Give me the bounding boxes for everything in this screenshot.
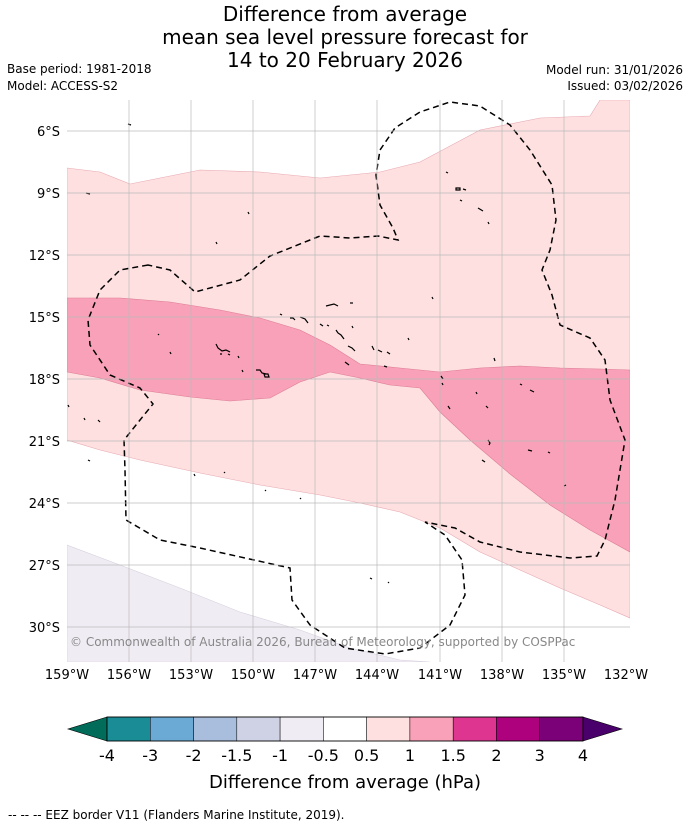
islands xyxy=(67,123,567,584)
eez-legend: -- -- -- EEZ border V11 (Flanders Marine… xyxy=(8,808,345,822)
colorbar-box xyxy=(323,716,367,742)
title-line-1: Difference from average xyxy=(222,2,468,26)
lon-label: 132°W xyxy=(604,668,648,683)
colorbar-high-extend xyxy=(582,716,624,742)
anomaly-band-neg0p5 xyxy=(67,544,431,662)
lat-label: 18°S xyxy=(29,373,60,388)
colorbar-tick-label: -2 xyxy=(186,746,202,765)
lat-label: 27°S xyxy=(29,559,60,574)
eez-border xyxy=(87,101,626,655)
colorbar-ticks: -4 -3 -2 -1.5 -1 -0.5 0.5 1 1.5 2 3 4 xyxy=(99,746,588,765)
colorbar-box xyxy=(236,716,281,742)
lat-label: 24°S xyxy=(29,497,60,512)
colorbar-box xyxy=(279,716,324,742)
lon-label: 147°W xyxy=(293,668,337,683)
colorbar-low-extend xyxy=(66,716,108,742)
colorbar-tick-label: -4 xyxy=(99,746,115,765)
title-line-2: mean sea level pressure forecast for xyxy=(162,25,528,49)
lat-label: 30°S xyxy=(29,621,60,636)
title-line-3: 14 to 20 February 2026 xyxy=(227,48,463,72)
lon-label: 159°W xyxy=(45,668,89,683)
anomaly-band-1-1p5 xyxy=(67,297,630,553)
issued-date: Issued: 03/02/2026 xyxy=(567,79,683,93)
lon-label: 138°W xyxy=(480,668,524,683)
colorbar-tick-label: 3 xyxy=(535,746,545,765)
lon-label: 153°W xyxy=(169,668,213,683)
lon-label: 156°W xyxy=(107,668,151,683)
colorbar-box xyxy=(106,716,151,742)
lat-label: 6°S xyxy=(37,125,60,140)
colorbar-tick-label: 0.5 xyxy=(354,746,379,765)
colorbar-tick-label: 2 xyxy=(491,746,501,765)
model-name: Model: ACCESS-S2 xyxy=(7,79,119,93)
model-run: Model run: 31/01/2026 xyxy=(545,63,683,77)
colorbar-box xyxy=(539,716,584,742)
lon-label: 135°W xyxy=(542,668,586,683)
colorbar-label: Difference from average (hPa) xyxy=(209,772,481,793)
colorbar-boxes xyxy=(106,716,584,742)
gridlines xyxy=(67,100,630,662)
colorbar-tick-label: -3 xyxy=(142,746,158,765)
longitude-labels: 159°W 156°W 153°W 150°W 147°W 144°W 141°… xyxy=(45,668,648,683)
lon-label: 150°W xyxy=(231,668,275,683)
colorbar-box xyxy=(409,716,454,742)
lat-label: 21°S xyxy=(29,435,60,450)
colorbar-tick-label: -1 xyxy=(272,746,288,765)
colorbar-box xyxy=(366,716,411,742)
lat-label: 15°S xyxy=(29,311,60,326)
colorbar: -4 -3 -2 -1.5 -1 -0.5 0.5 1 1.5 2 3 4 Difference fr… xyxy=(66,716,624,793)
colorbar-frame xyxy=(106,716,584,742)
base-period: Base period: 1981-2018 xyxy=(7,62,152,76)
copyright-notice: © Commonwealth of Australia 2026, Bureau… xyxy=(70,635,575,649)
colorbar-box xyxy=(150,716,194,742)
lat-label: 9°S xyxy=(37,187,60,202)
colorbar-box xyxy=(496,716,540,742)
latitude-labels: 6°S 9°S 12°S 15°S 18°S 21°S 24°S 27°S 30… xyxy=(29,125,60,636)
colorbar-tick-label: 1.5 xyxy=(440,746,465,765)
colorbar-box xyxy=(452,716,497,742)
lat-label: 12°S xyxy=(29,249,60,264)
map-area xyxy=(67,100,630,662)
colorbar-tick-label: 1 xyxy=(405,746,415,765)
lon-label: 141°W xyxy=(418,668,462,683)
colorbar-box xyxy=(193,716,238,742)
colorbar-tick-label: 4 xyxy=(578,746,588,765)
colorbar-tick-label: -0.5 xyxy=(308,746,339,765)
colorbar-tick-label: -1.5 xyxy=(221,746,252,765)
lon-label: 144°W xyxy=(355,668,399,683)
